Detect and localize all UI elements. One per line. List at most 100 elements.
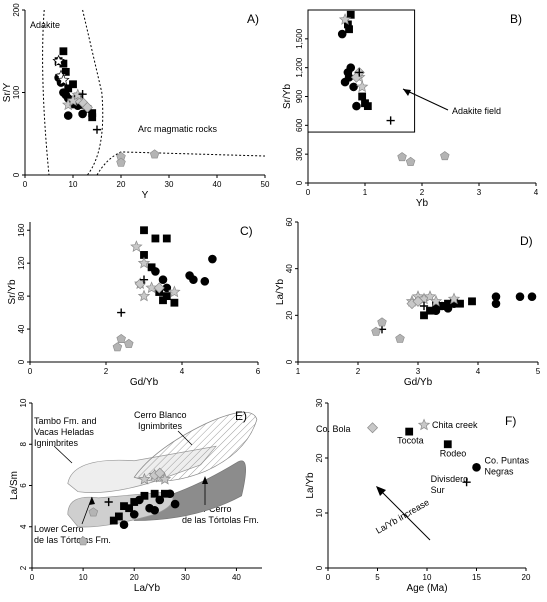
panel-e: Tambo Fm. and Vacas Heladas Ignimbrites … bbox=[9, 398, 262, 594]
data-point-square bbox=[59, 47, 68, 56]
panel-e-tambo-label-2: Vacas Heladas bbox=[34, 427, 94, 437]
y-tick-label: 60 bbox=[285, 217, 294, 226]
y-axis-label: La/Sm bbox=[9, 471, 20, 500]
y-axis-label: La/Yb bbox=[305, 472, 316, 499]
x-tick-label: 0 bbox=[326, 573, 331, 582]
x-tick-label: 50 bbox=[261, 180, 270, 189]
data-point-cross bbox=[462, 478, 471, 487]
data-point-square bbox=[405, 427, 414, 436]
data-point-star bbox=[168, 285, 181, 298]
panel-label: C) bbox=[240, 224, 253, 238]
y-tick-label: 900 bbox=[295, 89, 304, 103]
data-point-square bbox=[109, 516, 118, 525]
data-point-diamond bbox=[412, 295, 424, 307]
x-axis-label: Yb bbox=[416, 198, 429, 209]
panel-a-adakite-label: Adakite bbox=[30, 20, 60, 30]
x-axis-label: Y bbox=[142, 190, 149, 201]
x-tick-label: 0 bbox=[23, 180, 28, 189]
trend-arrow bbox=[377, 487, 431, 541]
y-tick-label: 0 bbox=[12, 172, 21, 177]
data-point-cross bbox=[104, 497, 113, 507]
panel-label: D) bbox=[520, 234, 533, 248]
data-point-circle bbox=[170, 499, 180, 509]
x-tick-label: 0 bbox=[28, 367, 33, 376]
data-point-circle bbox=[352, 101, 361, 111]
y-tick-label: 2 bbox=[19, 565, 28, 570]
cerro-blanco-leader bbox=[177, 430, 193, 446]
x-tick-label: 5 bbox=[375, 573, 380, 582]
data-point-diamond bbox=[81, 101, 93, 113]
data-point-circle bbox=[472, 463, 481, 472]
data-point-circle bbox=[340, 77, 350, 87]
data-point-star bbox=[138, 472, 151, 485]
y-tick-label: 600 bbox=[295, 118, 304, 132]
lower-leader-arrowhead bbox=[89, 497, 95, 505]
data-point-circle bbox=[158, 275, 168, 284]
data-point-pentagon bbox=[116, 333, 126, 343]
x-tick-label: 30 bbox=[165, 180, 174, 189]
series-label: Negras bbox=[485, 466, 515, 476]
data-point-square bbox=[125, 504, 134, 513]
data-point-diamond bbox=[153, 282, 165, 294]
upper-leader-arrowhead bbox=[202, 476, 208, 484]
panel-a: Adakite Arc magmatic rocks 0 10 20 30 40 50 0 1… bbox=[2, 3, 270, 201]
panel-e-upper-label-2: de las Tórtolas Fm. bbox=[182, 515, 259, 525]
data-point-star bbox=[429, 294, 443, 307]
data-point-pentagon bbox=[78, 536, 88, 546]
data-point-star bbox=[447, 292, 461, 305]
x-tick-label: 4 bbox=[534, 188, 539, 197]
series-label: Chita creek bbox=[432, 420, 478, 430]
x-tick-label: 4 bbox=[180, 367, 185, 376]
y-tick-label: 80 bbox=[17, 291, 26, 300]
data-point-square bbox=[151, 234, 160, 243]
data-point-square bbox=[170, 298, 179, 307]
data-point-circle bbox=[443, 304, 453, 313]
x-tick-label: 2 bbox=[104, 367, 109, 376]
x-tick-label: 10 bbox=[69, 180, 78, 189]
data-point-square bbox=[162, 234, 171, 243]
y-tick-label: 120 bbox=[17, 256, 26, 270]
y-axis-label: La/Yb bbox=[275, 278, 286, 305]
panel-label: A) bbox=[247, 12, 259, 26]
data-point-star bbox=[417, 418, 431, 431]
data-point-square bbox=[363, 102, 372, 111]
x-tick-label: 10 bbox=[423, 573, 432, 582]
panel-e-tambo-label-3: Ignimbrites bbox=[34, 438, 79, 448]
data-point-star bbox=[423, 290, 437, 302]
trend-arrowhead bbox=[376, 486, 386, 496]
y-axis-label: Sr/Yb bbox=[282, 84, 293, 109]
panel-e-lower-label-2: de las Tórtolas Fm. bbox=[34, 535, 111, 545]
panel-b-adakite-field-label: Adakite field bbox=[452, 106, 501, 116]
data-point-cross bbox=[139, 275, 149, 284]
y-tick-label: 10 bbox=[19, 398, 28, 407]
series-label: Co. Bola bbox=[316, 424, 351, 434]
x-tick-label: 40 bbox=[213, 180, 222, 189]
data-point-pentagon bbox=[440, 151, 450, 161]
panel-label: F) bbox=[505, 414, 516, 428]
data-point-square bbox=[140, 491, 149, 500]
data-point-square bbox=[69, 80, 77, 89]
panel-c: 0 2 4 6 0 40 80 120 160 Gd/Yb Sr/Yb C) bbox=[7, 222, 261, 388]
y-tick-label: 1,500 bbox=[295, 28, 304, 49]
data-point-star bbox=[71, 88, 84, 101]
data-point-circle bbox=[515, 292, 525, 301]
x-tick-label: 5 bbox=[536, 367, 541, 376]
panel-label: E) bbox=[235, 409, 247, 423]
y-tick-label: 200 bbox=[12, 3, 21, 17]
series-label: Rodeo bbox=[440, 448, 467, 458]
x-tick-label: 20 bbox=[130, 573, 139, 582]
data-point-circle bbox=[349, 82, 358, 92]
data-point-square bbox=[140, 226, 148, 235]
adakite-field-arrow bbox=[402, 88, 449, 111]
y-tick-label: 0 bbox=[315, 565, 324, 570]
x-tick-label: 6 bbox=[256, 367, 261, 376]
data-point-circle bbox=[337, 29, 347, 39]
data-point-square bbox=[114, 512, 123, 521]
data-point-star bbox=[130, 240, 143, 252]
data-point-star bbox=[52, 54, 65, 67]
x-tick-label: 30 bbox=[181, 573, 190, 582]
data-point-diamond bbox=[154, 467, 166, 479]
data-point-square bbox=[159, 296, 167, 305]
y-axis-label: Sr/Y bbox=[2, 82, 13, 102]
